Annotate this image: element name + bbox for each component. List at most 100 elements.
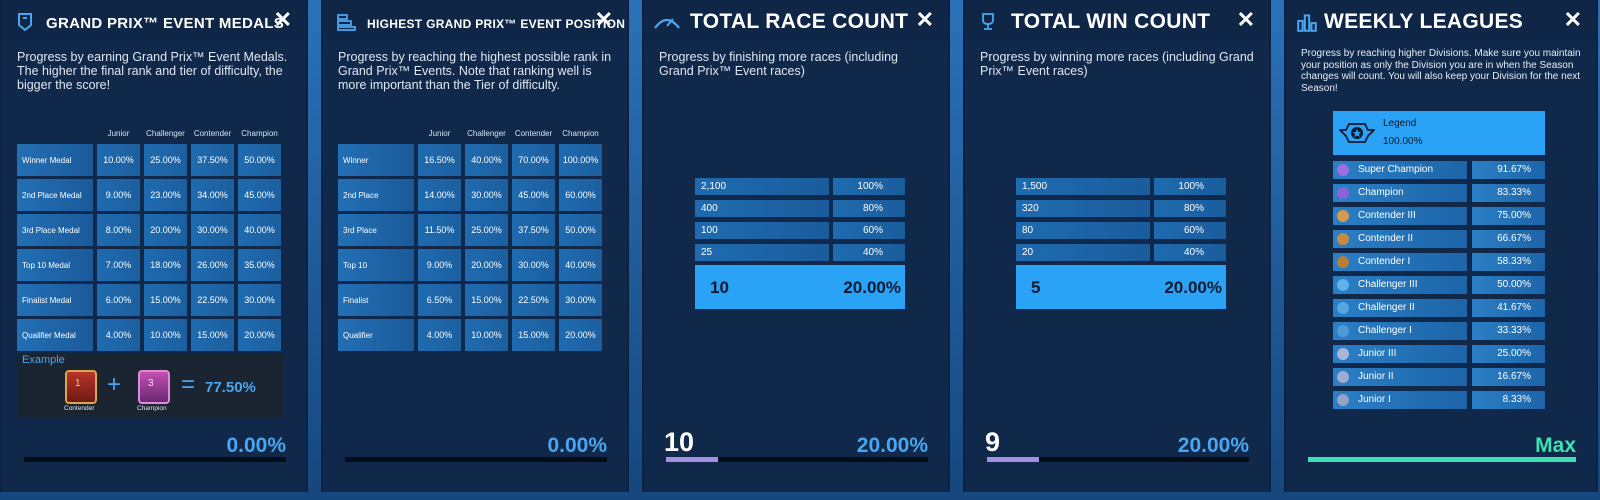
tier-value: 40% (1154, 244, 1226, 261)
close-button[interactable]: ✕ (1563, 7, 1582, 32)
current-tier-threshold: 10 (710, 278, 729, 297)
trophy-icon (982, 13, 994, 30)
panel-description: Progress by reaching higher Divisions. M… (1301, 48, 1581, 94)
table-cell: 10.00% (144, 319, 187, 351)
table-cell: 30.00% (238, 284, 281, 316)
division-name: Contender I (1358, 256, 1411, 267)
challenger-badge-icon (1337, 325, 1349, 337)
equals-sign: = (181, 371, 196, 398)
table-cell: 20.00% (238, 319, 281, 351)
table-cell: 50.00% (559, 214, 602, 246)
tier-value: 60% (833, 222, 905, 239)
table-row: Qualifier 4.00% 10.00% 15.00% 20.00% (338, 319, 602, 351)
panel-title: TOTAL RACE COUNT (690, 10, 909, 33)
medal-number: 3 (148, 378, 154, 389)
table-cell: 35.00% (238, 249, 281, 281)
panel-description: Progress by earning Grand Prix™ Event Me… (17, 50, 288, 92)
row-label: Winner Medal (17, 144, 93, 176)
division-name-cell: Super Champion (1333, 161, 1467, 179)
table-cell: 25.00% (144, 144, 187, 176)
table-row: 2nd Place 14.00% 30.00% 45.00% 60.00% (338, 179, 602, 211)
junior-badge-icon (1337, 371, 1349, 383)
medal-icon (18, 13, 32, 32)
tier-value: 100% (833, 178, 905, 195)
close-button[interactable]: ✕ (273, 7, 292, 32)
panel-header: GRAND PRIX™ EVENT MEDALS ✕ (2, 0, 306, 40)
division-value: 41.67% (1472, 299, 1545, 317)
table-cell: 14.00% (418, 179, 461, 211)
table-cell: 10.00% (97, 144, 140, 176)
column-header: Contender (193, 128, 232, 138)
table-header-blank (338, 125, 414, 141)
division-name-cell: Contender I (1333, 253, 1467, 271)
panel-title: TOTAL WIN COUNT (1011, 10, 1211, 33)
table-cell: 22.50% (191, 284, 234, 316)
division-name: Challenger III (1358, 279, 1418, 290)
table-cell: 40.00% (465, 144, 508, 176)
podium-icon (337, 14, 356, 31)
progress-bar (345, 457, 607, 462)
progress-bar (24, 457, 286, 462)
close-button[interactable]: ✕ (915, 7, 934, 32)
division-name-cell: Junior II (1333, 368, 1467, 386)
row-label: Winner (338, 144, 414, 176)
tier-threshold: 2,100 (695, 178, 829, 195)
panel-header: TOTAL WIN COUNT ✕ (965, 0, 1269, 40)
column-header: Junior (107, 128, 130, 138)
tier-threshold: 1,500 (1016, 178, 1150, 195)
division-name: Challenger II (1358, 302, 1415, 313)
division-name-cell: Junior III (1333, 345, 1467, 363)
tier-value: 80% (1154, 200, 1226, 217)
progress-bar (987, 457, 1249, 462)
division-value: 16.67% (1472, 368, 1545, 386)
row-label: 2nd Place Medal (17, 179, 93, 211)
current-tier-value: 20.00% (1164, 278, 1222, 297)
row-label: 3rd Place Medal (17, 214, 93, 246)
table-cell: 70.00% (512, 144, 555, 176)
table-cell: 40.00% (559, 249, 602, 281)
division-value: 50.00% (1472, 276, 1545, 294)
table-cell: 30.00% (512, 249, 555, 281)
progress-bar (1308, 457, 1576, 462)
table-cell: 100.00% (559, 144, 602, 176)
panel-header: WEEKLY LEAGUES ✕ (1286, 0, 1596, 40)
contender-medal-icon: 1 (65, 370, 97, 404)
table-cell: 30.00% (559, 284, 602, 316)
table-row: Top 10 9.00% 20.00% 30.00% 40.00% (338, 249, 602, 281)
medal-caption: Champion (137, 405, 167, 412)
super-champion-badge-icon (1337, 164, 1349, 176)
division-name: Champion (1358, 187, 1404, 198)
table-cell: 50.00% (238, 144, 281, 176)
table-cell: 26.00% (191, 249, 234, 281)
table-cell: 4.00% (418, 319, 461, 351)
division-name: Super Champion (1358, 164, 1434, 175)
position-table: Junior Challenger Contender Champion Win… (334, 122, 606, 354)
current-tier-value: 20.00% (843, 278, 901, 297)
medal-caption: Contender (64, 405, 95, 412)
table-cell: 40.00% (238, 214, 281, 246)
panel-title: HIGHEST GRAND PRIX™ EVENT POSITION (367, 17, 626, 31)
legend-name: Legend (1383, 118, 1417, 129)
current-tier: 5 20.00% (1016, 265, 1226, 309)
progress-score: 0.00% (547, 434, 607, 457)
panel-event-position: HIGHEST GRAND PRIX™ EVENT POSITION ✕ Pro… (321, 0, 629, 492)
table-cell: 37.50% (512, 214, 555, 246)
table-header-blank (17, 125, 93, 141)
division-name-cell: Challenger I (1333, 322, 1467, 340)
row-label: Top 10 (338, 249, 414, 281)
tier-value: 80% (833, 200, 905, 217)
table-cell: 15.00% (144, 284, 187, 316)
table-cell: 30.00% (191, 214, 234, 246)
panel-title: WEEKLY LEAGUES (1324, 10, 1524, 33)
progress-bar (666, 457, 928, 462)
close-button[interactable]: ✕ (594, 7, 613, 32)
table-row: 3rd Place Medal 8.00% 20.00% 30.00% 40.0… (17, 214, 281, 246)
column-header: Champion (562, 128, 599, 138)
table-cell: 7.00% (97, 249, 140, 281)
bar-chart-icon (1297, 14, 1317, 32)
table-header-row: Junior Challenger Contender Champion (17, 125, 281, 141)
tier-threshold: 20 (1016, 244, 1150, 261)
close-button[interactable]: ✕ (1236, 7, 1255, 32)
table-cell: 9.00% (97, 179, 140, 211)
division-name: Contender II (1358, 233, 1414, 244)
